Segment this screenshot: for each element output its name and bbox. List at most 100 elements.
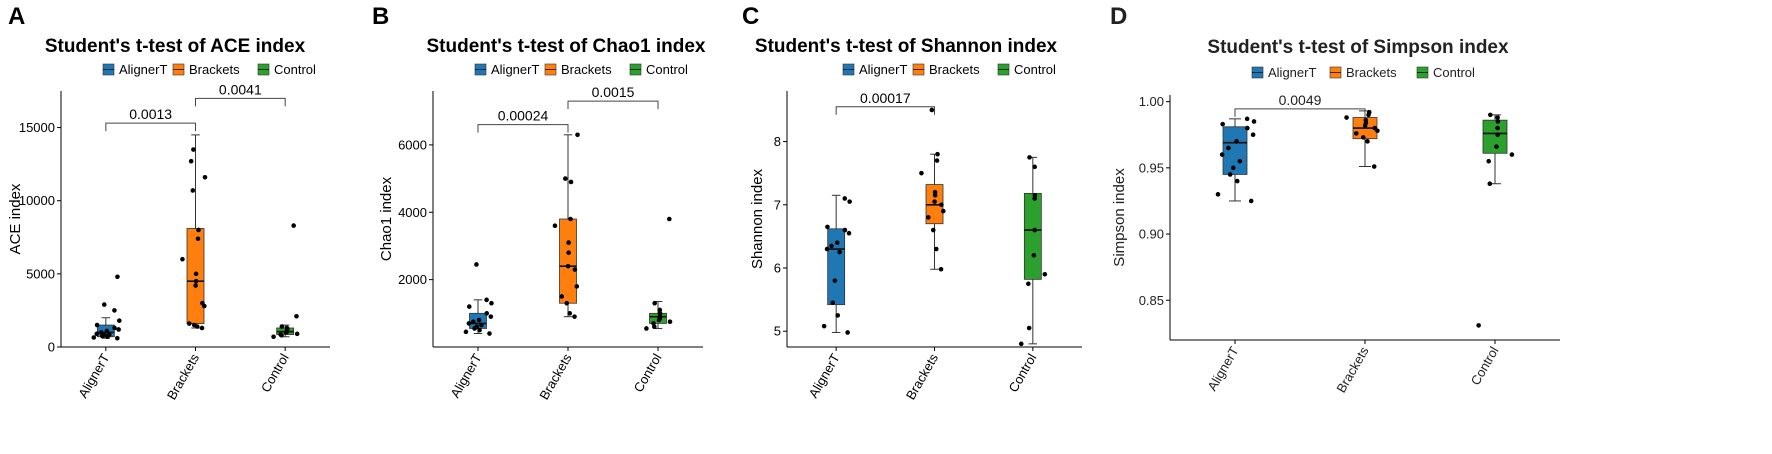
data-point — [1032, 227, 1038, 233]
legend: AlignerT Brackets Control — [842, 62, 1056, 77]
bracket-line — [195, 97, 286, 107]
legend: AlignerT Brackets Control — [474, 62, 688, 77]
data-point — [926, 215, 931, 220]
data-point — [568, 179, 574, 185]
data-point — [466, 321, 472, 326]
legend-label: Brackets — [561, 62, 612, 77]
data-point — [821, 323, 827, 329]
data-point — [471, 319, 476, 325]
chart-title: Student's t-test of ACE index — [45, 36, 306, 57]
data-point — [932, 189, 938, 195]
box-group-alignert — [821, 194, 852, 335]
data-point — [474, 324, 480, 330]
panel-b: B Student's t-test of Chao1 index AlignerT… — [370, 0, 750, 454]
box-group-brackets — [1344, 109, 1380, 169]
data-point — [565, 263, 571, 269]
data-point — [463, 329, 469, 335]
x-tick-label: AlignerT — [447, 351, 484, 400]
data-point — [835, 313, 841, 318]
data-point — [845, 330, 850, 335]
bracket-line — [567, 100, 659, 110]
data-point — [837, 249, 842, 255]
data-point — [1250, 132, 1256, 138]
p-value-label: 0.0015 — [592, 84, 635, 100]
legend: AlignerT Brackets Control — [102, 62, 316, 77]
data-point — [940, 208, 946, 214]
x-tick-label: Control — [631, 351, 665, 395]
data-point — [939, 202, 944, 208]
data-point — [488, 314, 494, 319]
data-point — [1476, 323, 1481, 328]
data-point — [566, 240, 571, 245]
y-tick-label: 0 — [48, 340, 55, 355]
data-point — [98, 330, 104, 335]
chart-title: Student's t-test of Chao1 index — [427, 36, 706, 57]
data-point — [1026, 325, 1032, 331]
data-point — [829, 243, 834, 249]
data-point — [1031, 253, 1037, 258]
legend-label: Control — [646, 62, 688, 77]
data-point — [1495, 132, 1500, 138]
data-point — [832, 278, 838, 283]
data-point — [195, 236, 201, 242]
data-point — [291, 223, 296, 228]
data-point — [1371, 164, 1377, 169]
data-point — [574, 284, 580, 289]
significance-bracket: 0.0041 — [195, 81, 286, 107]
legend-label: Control — [274, 62, 316, 77]
legend-label: AlignerT — [119, 62, 167, 77]
data-point — [112, 308, 117, 313]
data-point — [846, 230, 852, 236]
data-point — [1026, 281, 1031, 287]
bracket-line — [835, 106, 935, 115]
data-point — [1215, 192, 1221, 197]
panel-a: A Student's t-test of ACE index AlignerT Br… — [0, 0, 430, 454]
data-point — [1494, 144, 1499, 149]
y-axis-label: Chao1 index — [378, 176, 395, 261]
y-tick-label: 1.00 — [1139, 94, 1164, 109]
data-point — [572, 314, 577, 319]
data-point — [824, 246, 830, 252]
box-group-control — [644, 216, 673, 331]
chart-panel-d: D Student's t-test of Simpson index Aligne… — [1110, 3, 1560, 396]
significance-bracket: 0.00017 — [835, 90, 935, 115]
data-point — [1344, 115, 1349, 120]
data-point — [1027, 155, 1032, 160]
data-point — [180, 256, 185, 262]
data-point — [935, 151, 940, 157]
box-iqr — [1023, 192, 1042, 280]
data-point — [294, 313, 299, 319]
data-point — [644, 326, 649, 331]
y-tick-label: 10000 — [19, 193, 55, 208]
data-point — [929, 107, 935, 113]
data-point — [202, 175, 208, 180]
data-point — [476, 317, 482, 323]
data-point — [559, 294, 565, 299]
box-group-alignert — [91, 274, 122, 341]
chart-panel-a: A Student's t-test of ACE index AlignerT Br… — [7, 3, 330, 402]
chart-panel-b: B Student's t-test of Chao1 index AlignerT… — [372, 3, 706, 402]
panel-letter: D — [1110, 3, 1127, 30]
data-point — [487, 331, 492, 336]
significance-bracket: 0.00024 — [477, 108, 569, 133]
p-value-label: 0.0013 — [129, 106, 172, 122]
legend-label: Control — [1433, 65, 1475, 80]
data-point — [1251, 119, 1257, 124]
y-axis-label: Shannon index — [749, 168, 766, 269]
data-point — [834, 240, 840, 246]
legend-label: Control — [1014, 62, 1056, 77]
box-iqr — [827, 228, 846, 306]
data-point — [1219, 152, 1225, 157]
data-point — [930, 227, 936, 233]
data-point — [1245, 125, 1250, 131]
data-point — [193, 278, 199, 284]
panel-c: C Student's t-test of Shannon index Aligne… — [740, 0, 1110, 454]
legend-label: AlignerT — [1268, 65, 1316, 80]
data-point — [847, 199, 852, 204]
x-tick-label: Brackets — [1333, 344, 1372, 396]
data-point — [552, 223, 558, 229]
data-point — [1372, 125, 1378, 131]
legend-label: Brackets — [1346, 65, 1397, 80]
data-point — [567, 311, 573, 316]
bracket-line — [105, 122, 196, 132]
